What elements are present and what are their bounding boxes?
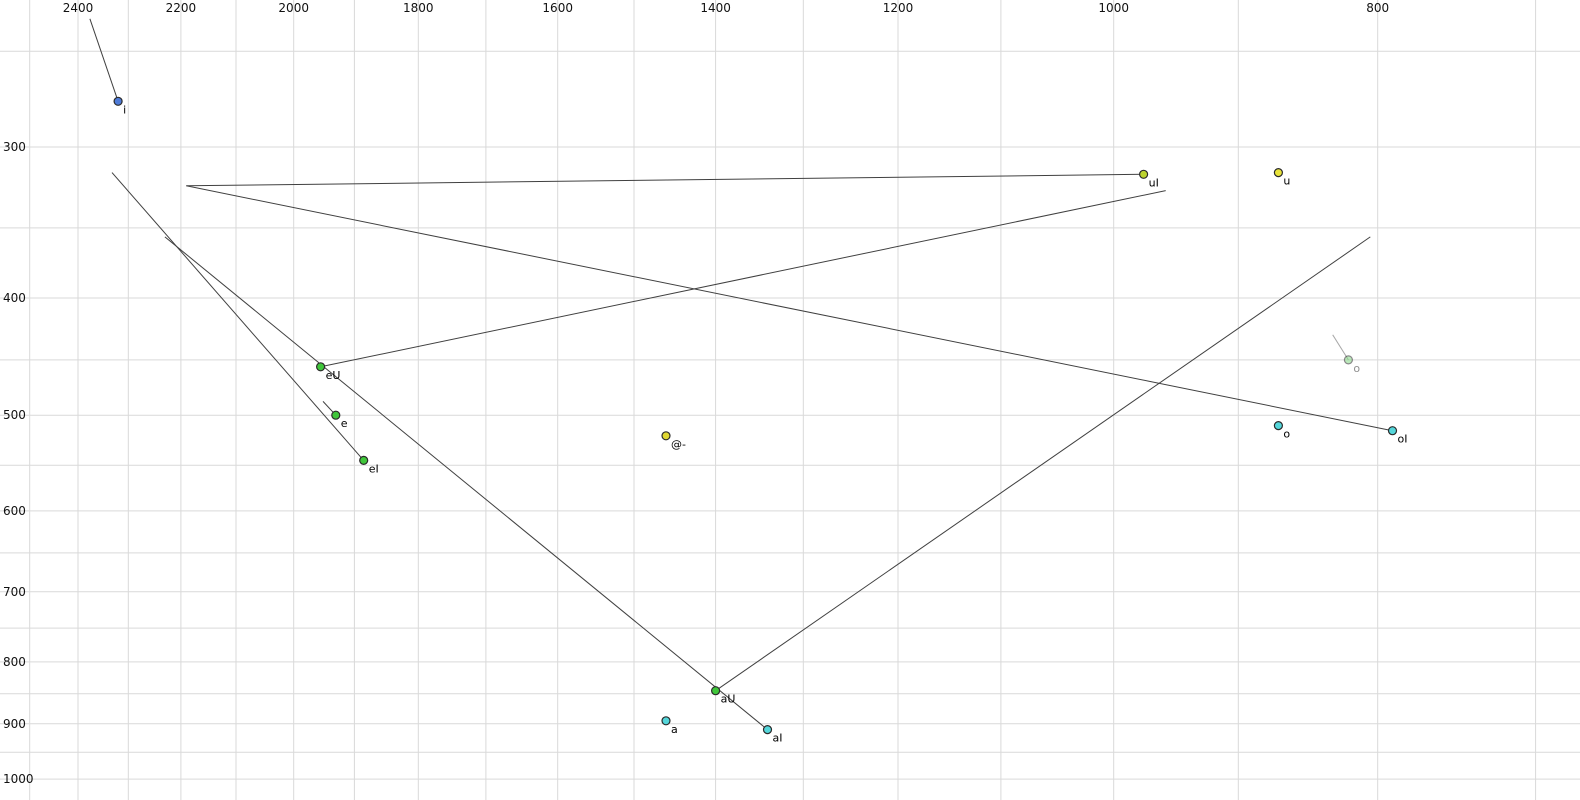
x-axis-tick-1600: 1600: [542, 1, 573, 15]
axis-labels-layer: 2400 2200 2000 1800 1600 1400 1200 1000 800 300 40…: [3, 1, 1389, 786]
x-axis-tick-2000: 2000: [278, 1, 309, 15]
trajectory-line-eU: [320, 190, 1166, 368]
vowel-label-a: a: [671, 723, 678, 736]
vowel-point-eU[interactable]: [316, 362, 326, 372]
vowel-point-schwa[interactable]: [661, 431, 671, 441]
vowel-point-i[interactable]: [113, 96, 123, 106]
vowel-label-eU: eU: [326, 369, 341, 382]
vowel-label-aU: aU: [721, 693, 736, 706]
vowel-label-u: u: [1283, 175, 1290, 188]
trajectory-line-o-offglide: [1332, 334, 1349, 361]
vowel-point-eI[interactable]: [359, 455, 369, 465]
y-axis-tick-500: 500: [3, 408, 26, 422]
x-axis-tick-1200: 1200: [883, 1, 914, 15]
vowel-point-uI[interactable]: [1138, 169, 1149, 179]
trajectory-layer: [89, 18, 1393, 730]
x-axis-tick-1400: 1400: [700, 1, 731, 15]
points-layer: i uI u eU e eI @- o o oI aU a aI: [113, 96, 1408, 745]
trajectory-line-eI: [111, 172, 365, 461]
vowel-label-e: e: [341, 417, 348, 430]
vowel-point-a[interactable]: [661, 716, 671, 726]
trajectory-line-aI: [164, 236, 768, 730]
y-axis-tick-600: 600: [3, 504, 26, 518]
y-axis-tick-400: 400: [3, 291, 26, 305]
vowel-label-schwa: @-: [671, 438, 686, 451]
x-axis-tick-2200: 2200: [166, 1, 197, 15]
vowel-label-aI: aI: [773, 732, 783, 745]
vowel-label-eI: eI: [369, 462, 379, 475]
x-axis-tick-2400: 2400: [63, 1, 94, 15]
y-axis-tick-1000: 1000: [3, 772, 34, 786]
x-axis-tick-1800: 1800: [403, 1, 434, 15]
vowel-point-aU[interactable]: [710, 686, 721, 696]
x-axis-tick-800: 800: [1366, 1, 1389, 15]
vowel-point-u[interactable]: [1273, 168, 1284, 178]
y-axis-tick-300: 300: [3, 140, 26, 154]
vowel-point-oI[interactable]: [1387, 426, 1398, 436]
vowel-point-o-offglide[interactable]: [1343, 355, 1354, 365]
vowel-label-oI: oI: [1398, 433, 1408, 446]
vowel-point-e[interactable]: [331, 410, 341, 420]
trajectory-line-oI: [186, 185, 1393, 432]
vowel-label-uI: uI: [1149, 176, 1159, 189]
trajectory-line-aU: [715, 236, 1371, 692]
vowel-label-o-offglide: o: [1353, 362, 1360, 375]
trajectory-line-uI: [186, 173, 1144, 187]
y-axis-tick-700: 700: [3, 585, 26, 599]
vowel-point-o[interactable]: [1273, 421, 1284, 431]
x-axis-tick-1000: 1000: [1098, 1, 1129, 15]
vowel-point-aI[interactable]: [762, 724, 773, 735]
y-axis-tick-800: 800: [3, 655, 26, 669]
trajectory-line-i: [89, 18, 119, 102]
vowel-label-o: o: [1283, 428, 1290, 441]
y-axis-tick-900: 900: [3, 717, 26, 731]
vowel-label-i: i: [123, 103, 126, 116]
